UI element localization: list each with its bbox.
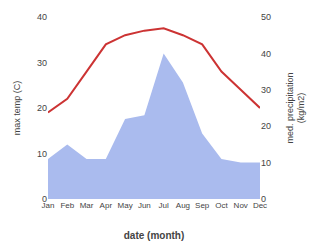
svg-text:50: 50 [261,12,271,22]
svg-text:med. precipitation(kg/m2): med. precipitation(kg/m2) [285,72,307,143]
svg-text:date (month): date (month) [124,230,185,241]
svg-text:Oct: Oct [215,201,228,210]
svg-text:20: 20 [37,103,47,113]
svg-text:40: 40 [261,49,271,59]
svg-text:10: 10 [37,149,47,159]
svg-text:30: 30 [37,58,47,68]
svg-text:Dec: Dec [253,201,267,210]
svg-text:40: 40 [37,12,47,22]
svg-text:Apr: Apr [100,201,113,210]
svg-text:Aug: Aug [176,201,190,210]
svg-text:10: 10 [261,158,271,168]
svg-text:Nov: Nov [234,201,248,210]
svg-text:Sep: Sep [195,201,210,210]
svg-text:30: 30 [261,85,271,95]
svg-text:0: 0 [42,194,47,204]
svg-text:Jun: Jun [138,201,151,210]
svg-text:Feb: Feb [60,201,74,210]
svg-text:max temp (C): max temp (C) [12,81,22,136]
svg-text:20: 20 [261,121,271,131]
svg-text:May: May [118,201,133,210]
svg-text:0: 0 [261,194,266,204]
svg-text:Jan: Jan [42,201,55,210]
svg-text:Mar: Mar [80,201,94,210]
svg-text:Jul: Jul [159,201,169,210]
